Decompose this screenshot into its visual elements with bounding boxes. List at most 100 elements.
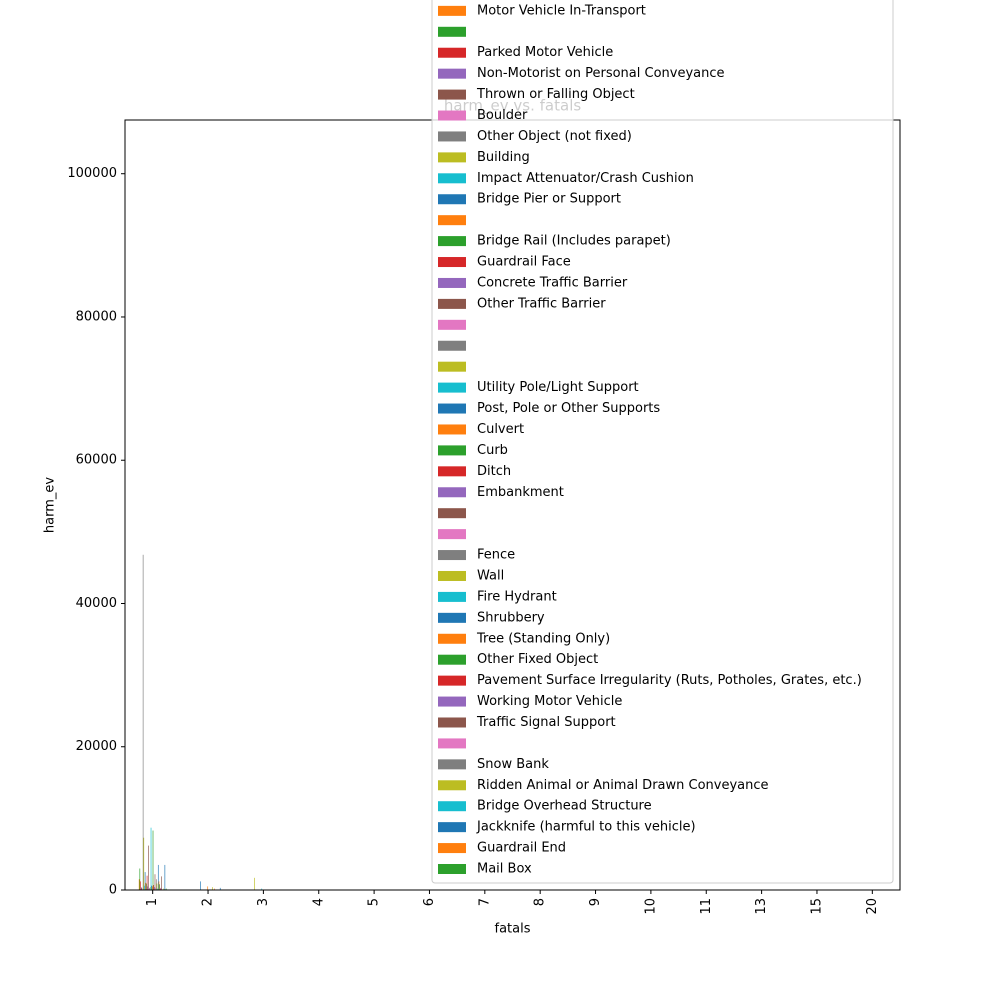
bar bbox=[144, 885, 145, 890]
y-tick-label: 60000 bbox=[76, 453, 117, 468]
bar bbox=[151, 885, 153, 890]
legend-swatch bbox=[438, 550, 466, 561]
legend-label: Thrown or Falling Object bbox=[476, 87, 635, 102]
bar bbox=[164, 864, 166, 890]
bar bbox=[155, 887, 156, 890]
bar bbox=[211, 887, 213, 890]
x-tick-label: 2 bbox=[201, 898, 216, 906]
bar bbox=[159, 884, 160, 890]
bar bbox=[146, 875, 148, 890]
legend-label: Jackknife (harmful to this vehicle) bbox=[476, 820, 696, 835]
legend-label: Pavement Surface Irregularity (Ruts, Pot… bbox=[477, 673, 862, 688]
bar bbox=[148, 888, 150, 890]
legend-swatch bbox=[438, 257, 466, 268]
x-tick-label: 5 bbox=[367, 898, 382, 906]
bar bbox=[152, 830, 154, 890]
bar bbox=[145, 882, 147, 890]
bar bbox=[143, 837, 145, 890]
legend-swatch bbox=[438, 382, 466, 393]
x-tick-label: 20 bbox=[865, 898, 880, 915]
legend-swatch bbox=[438, 319, 466, 330]
legend-swatch bbox=[438, 508, 466, 519]
legend-label: Embankment bbox=[477, 485, 564, 500]
bar bbox=[141, 887, 143, 890]
x-tick-label: 13 bbox=[754, 898, 769, 915]
legend-label: Post, Pole or Other Supports bbox=[477, 401, 660, 416]
bar bbox=[140, 887, 142, 890]
legend-swatch bbox=[438, 843, 466, 854]
bar bbox=[152, 886, 153, 890]
x-tick-label: 15 bbox=[809, 898, 824, 915]
bar bbox=[153, 884, 154, 890]
legend-label: Guardrail End bbox=[477, 841, 566, 856]
legend-swatch bbox=[438, 570, 466, 581]
legend-swatch bbox=[438, 110, 466, 121]
x-tick-label: 7 bbox=[477, 898, 492, 906]
bar bbox=[207, 886, 209, 890]
legend-swatch bbox=[438, 131, 466, 142]
legend-swatch bbox=[438, 5, 466, 16]
legend-label: Shrubbery bbox=[477, 610, 545, 625]
legend-swatch bbox=[438, 738, 466, 749]
legend-swatch bbox=[438, 236, 466, 247]
legend-label: Snow Bank bbox=[477, 757, 549, 772]
legend-swatch bbox=[438, 403, 466, 414]
legend-label: Building bbox=[477, 150, 530, 165]
bar bbox=[161, 876, 162, 890]
bar bbox=[159, 888, 161, 890]
legend-label: Wall bbox=[477, 568, 504, 583]
bar bbox=[144, 872, 146, 890]
y-tick-label: 0 bbox=[109, 883, 117, 898]
legend-swatch bbox=[438, 466, 466, 477]
y-tick-label: 80000 bbox=[76, 309, 117, 324]
legend-label: Ridden Animal or Animal Drawn Conveyance bbox=[477, 778, 769, 793]
legend-label: Bridge Pier or Support bbox=[477, 192, 621, 207]
legend-swatch bbox=[438, 717, 466, 728]
legend-label: Fire Hydrant bbox=[477, 589, 557, 604]
bar bbox=[149, 887, 151, 890]
legend-swatch bbox=[438, 173, 466, 184]
x-tick-label: 6 bbox=[422, 898, 437, 906]
legend-label: Concrete Traffic Barrier bbox=[477, 275, 628, 290]
bar bbox=[154, 874, 156, 890]
bar bbox=[200, 881, 201, 890]
legend-label: Guardrail Face bbox=[477, 255, 571, 270]
legend-swatch bbox=[438, 89, 466, 100]
legend-swatch bbox=[438, 215, 466, 226]
x-tick-label: 9 bbox=[588, 898, 603, 906]
legend-swatch bbox=[438, 654, 466, 665]
bar bbox=[156, 883, 158, 890]
bar bbox=[153, 887, 155, 890]
bar bbox=[150, 827, 152, 890]
x-tick-label: 3 bbox=[256, 898, 271, 906]
legend-label: Other Traffic Barrier bbox=[477, 296, 606, 311]
bar bbox=[148, 845, 149, 890]
legend-swatch bbox=[438, 696, 466, 707]
legend-label: Curb bbox=[477, 443, 508, 458]
legend-label: Working Motor Vehicle bbox=[477, 694, 622, 709]
legend-label: Bridge Overhead Structure bbox=[477, 799, 652, 814]
legend-swatch bbox=[438, 47, 466, 58]
legend-swatch bbox=[438, 801, 466, 812]
legend-label: Other Object (not fixed) bbox=[477, 129, 632, 144]
legend-swatch bbox=[438, 633, 466, 644]
legend-swatch bbox=[438, 152, 466, 163]
legend-swatch bbox=[438, 68, 466, 79]
bar bbox=[219, 887, 221, 890]
x-tick-label: 11 bbox=[699, 898, 714, 915]
legend-label: Mail Box bbox=[477, 862, 532, 877]
bar bbox=[146, 883, 147, 890]
x-axis-label: fatals bbox=[495, 922, 531, 937]
legend-label: Culvert bbox=[477, 422, 524, 437]
bar bbox=[150, 887, 151, 890]
legend-label: Tree (Standing Only) bbox=[476, 631, 610, 646]
legend-label: Utility Pole/Light Support bbox=[477, 380, 639, 395]
legend-swatch bbox=[438, 298, 466, 309]
bar bbox=[142, 554, 144, 890]
bar bbox=[254, 877, 255, 890]
legend-swatch bbox=[438, 361, 466, 372]
bar bbox=[160, 887, 162, 890]
legend-swatch bbox=[438, 864, 466, 874]
